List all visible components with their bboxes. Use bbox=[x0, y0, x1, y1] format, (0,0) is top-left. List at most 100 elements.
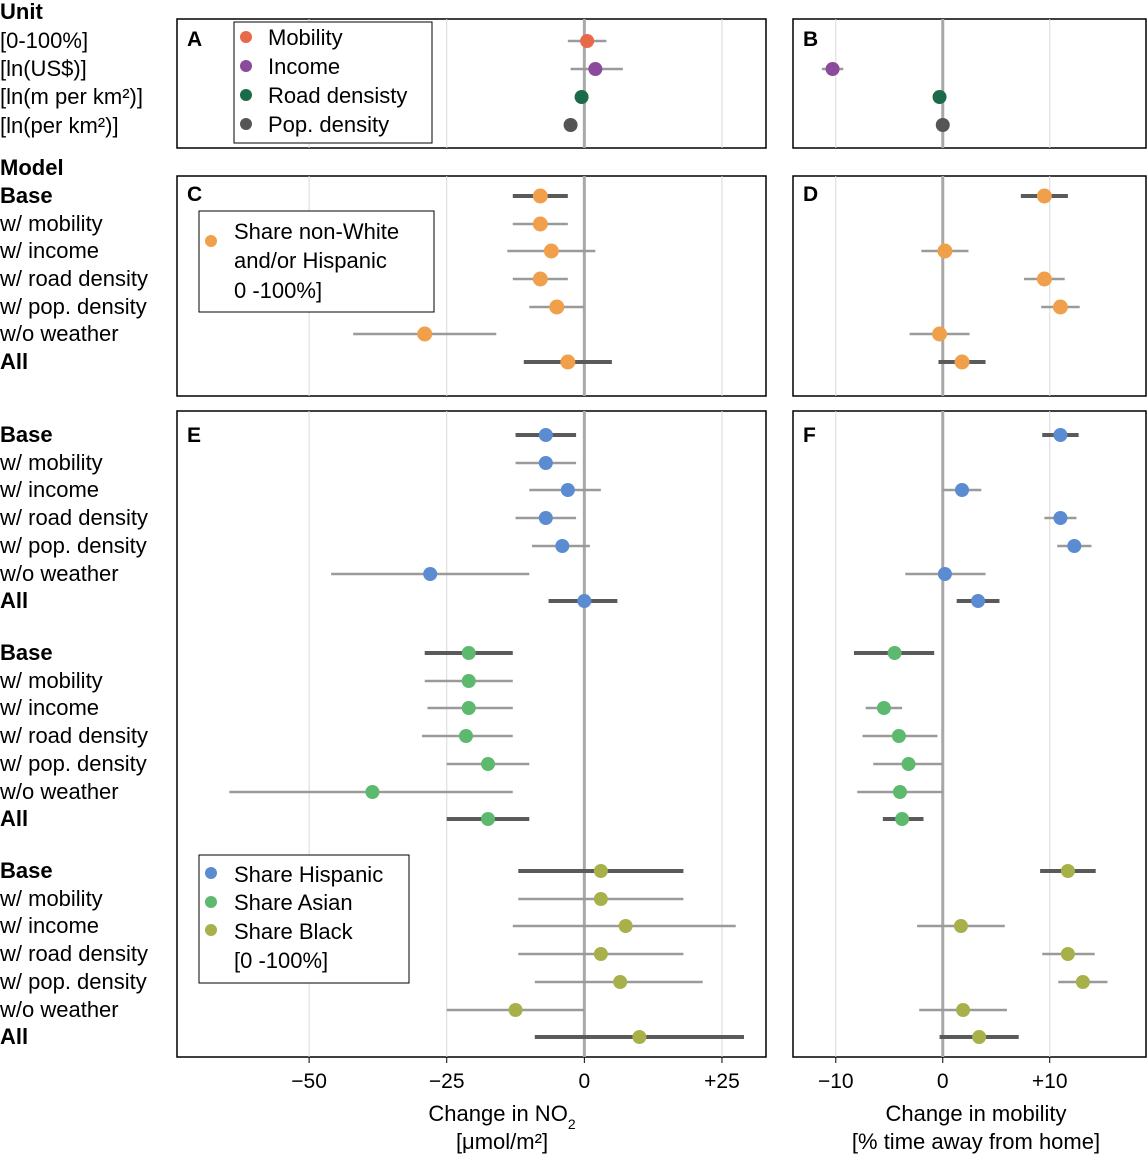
point-f bbox=[972, 1030, 987, 1044]
model-label: All bbox=[0, 588, 28, 613]
model-label: w/o weather bbox=[0, 997, 119, 1022]
point-e bbox=[538, 428, 553, 442]
point-c bbox=[417, 326, 433, 342]
panel-a-frame bbox=[176, 18, 767, 149]
point-e bbox=[555, 539, 570, 553]
model-label: w/ income bbox=[0, 695, 99, 720]
legend-label: 0 -100%] bbox=[234, 278, 322, 303]
unit-header: Unit bbox=[0, 0, 43, 24]
point-f bbox=[1060, 864, 1075, 878]
point-e bbox=[365, 785, 380, 799]
model-label: w/ mobility bbox=[0, 886, 103, 911]
panel-letter-d: D bbox=[803, 183, 818, 206]
point-b bbox=[932, 90, 947, 104]
point-e bbox=[538, 511, 553, 525]
point-f bbox=[892, 785, 907, 799]
tick-label: −25 bbox=[429, 1070, 465, 1093]
point-e bbox=[632, 1030, 647, 1044]
legend-label: and/or Hispanic bbox=[234, 248, 387, 273]
point-c bbox=[532, 188, 548, 204]
point-f bbox=[956, 1003, 971, 1017]
point-a bbox=[574, 90, 589, 104]
point-e bbox=[458, 729, 473, 743]
panel-letter-a: A bbox=[187, 28, 202, 51]
legend-label: Income bbox=[268, 54, 340, 79]
model-label: w/ pop. density bbox=[0, 533, 147, 558]
point-f bbox=[891, 729, 906, 743]
point-f bbox=[971, 594, 986, 608]
legend-a-box bbox=[233, 21, 433, 144]
tick-label: −10 bbox=[818, 1070, 854, 1093]
point-e bbox=[613, 975, 628, 989]
point-a bbox=[580, 34, 595, 48]
tick-label: 0 bbox=[579, 1070, 591, 1093]
point-e bbox=[461, 701, 476, 715]
point-e bbox=[560, 483, 575, 497]
point-e bbox=[423, 567, 438, 581]
point-f bbox=[1060, 947, 1075, 961]
legend-swatch bbox=[240, 89, 252, 101]
point-e bbox=[481, 757, 496, 771]
point-b bbox=[935, 118, 950, 132]
panel-d-frame bbox=[792, 175, 1147, 397]
legend-label: Share Black bbox=[234, 919, 354, 944]
point-b bbox=[825, 62, 840, 76]
point-f bbox=[1053, 511, 1068, 525]
legend-label: Pop. density bbox=[268, 112, 389, 137]
panel-b-frame bbox=[792, 18, 1147, 149]
point-e bbox=[508, 1003, 523, 1017]
point-e bbox=[461, 646, 476, 660]
panel-letter-f: F bbox=[803, 424, 816, 447]
panel-letter-b: B bbox=[803, 28, 818, 51]
model-label: Base bbox=[0, 858, 53, 883]
model-label: w/o weather bbox=[0, 561, 119, 586]
point-f bbox=[1053, 428, 1068, 442]
model-label: w/ road density bbox=[0, 505, 148, 530]
model-label: All bbox=[0, 1024, 28, 1049]
point-f bbox=[887, 646, 902, 660]
unit-label: [ln(per km²)] bbox=[0, 113, 119, 138]
model-label: w/ road density bbox=[0, 723, 148, 748]
model-header: Model bbox=[0, 155, 64, 180]
model-label: w/o weather bbox=[0, 321, 119, 346]
point-e bbox=[593, 864, 608, 878]
model-label: w/ road density bbox=[0, 266, 148, 291]
legend-c: Share non-White and/or Hispanic 0 -100%] bbox=[198, 210, 435, 313]
point-a bbox=[563, 118, 578, 132]
grid bbox=[308, 19, 1051, 1057]
model-label: w/ income bbox=[0, 477, 99, 502]
point-d bbox=[1036, 188, 1052, 204]
legend-label: Share Asian bbox=[234, 890, 353, 915]
x-axis-title-left-main: Change in NO bbox=[428, 1101, 567, 1126]
tick-label: 0 bbox=[937, 1070, 949, 1093]
panel-e-frame bbox=[176, 410, 767, 1058]
row-labels: Unit [0-100%] [ln(US$)] [ln(m per km²)] … bbox=[0, 0, 148, 1049]
point-e bbox=[593, 947, 608, 961]
legend-swatch bbox=[240, 118, 252, 130]
point-f bbox=[876, 701, 891, 715]
legend-swatch bbox=[205, 924, 217, 936]
point-d bbox=[932, 326, 948, 342]
model-label: w/ income bbox=[0, 238, 99, 263]
point-e bbox=[577, 594, 592, 608]
model-label: w/ mobility bbox=[0, 211, 103, 236]
axis-ticks: −50 −25 0 +25 −10 0 +10 bbox=[291, 1057, 1068, 1093]
x-axis-title-left-sub: 2 bbox=[568, 1116, 576, 1132]
point-f bbox=[895, 812, 910, 826]
point-c bbox=[532, 216, 548, 232]
legend-label: Share Hispanic bbox=[234, 862, 383, 887]
legend-label: [0 -100%] bbox=[234, 948, 328, 973]
panel-f-frame bbox=[792, 410, 1147, 1058]
panel-c-frame bbox=[176, 175, 767, 397]
panel-letter-c: C bbox=[187, 183, 202, 206]
point-a bbox=[588, 62, 603, 76]
point-c bbox=[543, 243, 559, 259]
point-e bbox=[618, 919, 633, 933]
model-label: w/ pop. density bbox=[0, 294, 147, 319]
point-d bbox=[954, 354, 970, 370]
svg-text:Change in NO2: Change in NO2 bbox=[428, 1101, 575, 1132]
point-d bbox=[1036, 271, 1052, 287]
model-label: w/o weather bbox=[0, 779, 119, 804]
legend-e-box bbox=[198, 854, 410, 984]
